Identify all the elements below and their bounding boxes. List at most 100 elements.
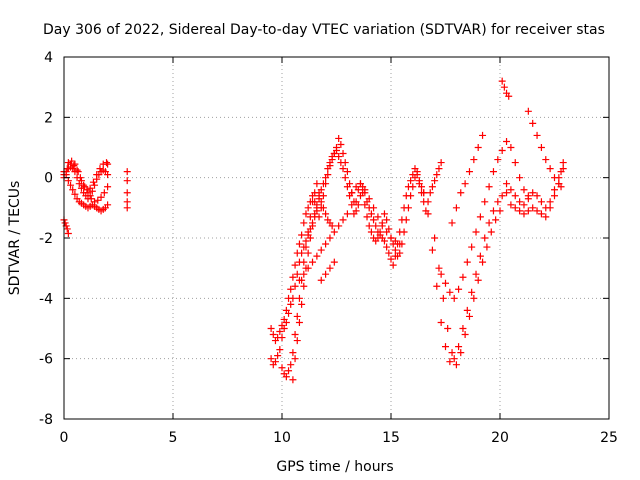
data-point (293, 312, 301, 320)
data-point (300, 270, 308, 278)
data-point (516, 207, 524, 215)
data-point (322, 240, 330, 248)
data-point (524, 195, 532, 203)
data-point (498, 77, 506, 85)
data-point (326, 264, 334, 272)
data-point (396, 240, 404, 248)
data-point (295, 318, 303, 326)
data-point (511, 192, 519, 200)
data-point (278, 364, 286, 372)
data-point (433, 171, 441, 179)
data-point (289, 273, 297, 281)
data-point (306, 234, 314, 242)
data-point (97, 193, 105, 201)
data-point (507, 144, 515, 151)
data-point (396, 228, 404, 236)
data-point (319, 192, 327, 200)
data-point (291, 261, 299, 269)
data-point (555, 174, 563, 182)
data-point (474, 144, 482, 151)
data-point (311, 213, 319, 221)
y-tick-label: -8 (39, 412, 53, 428)
data-point (444, 325, 452, 332)
data-point (68, 157, 76, 165)
data-point (91, 181, 99, 189)
data-point (104, 201, 112, 209)
data-point (383, 216, 391, 224)
data-point (289, 349, 297, 357)
data-point (104, 183, 112, 191)
data-point (396, 249, 404, 257)
data-point (424, 198, 432, 206)
data-point (103, 159, 111, 167)
y-axis-ticks: -8 -6 -4 -2 0 2 4 (39, 50, 609, 428)
x-tick-label: 15 (382, 430, 400, 446)
data-point (271, 358, 279, 366)
data-point (524, 207, 532, 215)
data-point (529, 119, 537, 127)
data-point (365, 222, 373, 230)
data-point (346, 180, 354, 188)
data-point (470, 156, 478, 164)
data-point (309, 258, 317, 266)
data-point (67, 181, 75, 189)
data-point (481, 198, 489, 206)
data-point (315, 189, 323, 197)
data-point (300, 282, 308, 290)
data-point (476, 213, 484, 221)
data-point (446, 288, 454, 296)
data-point (442, 279, 449, 287)
data-point (91, 198, 99, 206)
data-point (322, 210, 330, 218)
data-point (433, 282, 441, 290)
x-axis-label: GPS time / hours (276, 459, 393, 475)
data-point (457, 189, 465, 197)
data-point (123, 204, 131, 212)
data-point (465, 312, 473, 320)
data-point (498, 147, 506, 155)
data-point (274, 334, 282, 342)
data-point (555, 180, 563, 188)
x-tick-label: 20 (491, 430, 509, 446)
data-point (494, 156, 502, 164)
data-point (546, 165, 554, 173)
data-point (476, 252, 484, 260)
data-point (86, 184, 94, 192)
data-point (339, 165, 347, 173)
data-point (387, 255, 395, 263)
data-point (431, 234, 439, 242)
data-point (516, 198, 524, 206)
y-tick-label: 4 (44, 50, 53, 66)
data-point (289, 376, 297, 384)
data-point (505, 92, 513, 100)
data-point (313, 252, 321, 260)
data-point (463, 258, 471, 266)
data-point (356, 180, 364, 188)
data-point (520, 186, 528, 194)
data-point (461, 331, 469, 339)
y-tick-label: -6 (39, 352, 53, 368)
data-point (420, 189, 428, 197)
data-point (529, 204, 537, 212)
data-point (489, 168, 497, 176)
x-tick-label: 0 (60, 430, 69, 446)
data-point (503, 137, 511, 145)
data-point (546, 198, 554, 206)
data-point (293, 270, 301, 278)
data-point (267, 325, 275, 332)
data-point (413, 168, 421, 176)
data-point (431, 177, 439, 185)
data-point (300, 258, 308, 266)
data-point (354, 201, 362, 209)
data-point (385, 249, 393, 257)
data-point (492, 216, 500, 224)
data-point (74, 168, 82, 176)
data-point (428, 183, 436, 191)
data-point (533, 131, 541, 139)
data-point (450, 355, 458, 363)
data-point (104, 160, 112, 168)
data-point (322, 270, 330, 278)
data-point (282, 373, 290, 381)
data-point (383, 243, 391, 251)
